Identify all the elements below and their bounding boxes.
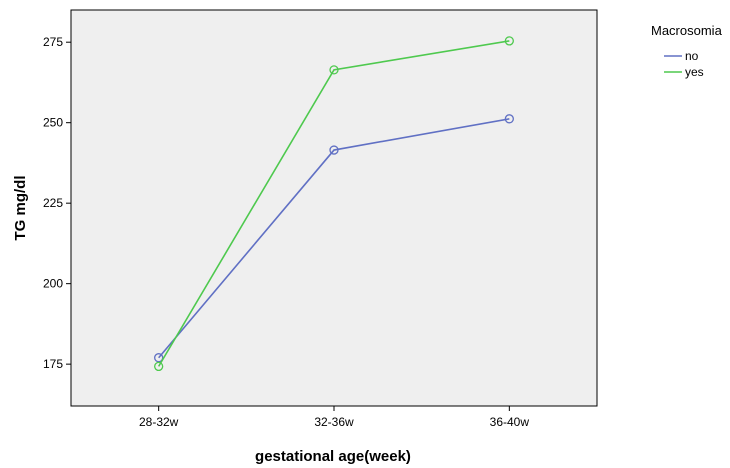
legend-title: Macrosomia <box>651 23 723 38</box>
x-tick-label: 36-40w <box>490 415 530 429</box>
plot-area <box>70 9 598 407</box>
y-tick-label: 250 <box>43 116 63 130</box>
x-tick-label: 28-32w <box>139 415 179 429</box>
y-tick-label: 200 <box>43 277 63 291</box>
legend: Macrosomia no yes <box>651 23 723 79</box>
series-line-no <box>158 118 510 359</box>
x-axis: 28-32w 32-36w 36-40w <box>139 406 529 429</box>
legend-label-yes: yes <box>685 65 704 79</box>
series-layer <box>154 36 514 372</box>
data-point-yes <box>329 65 339 75</box>
x-axis-title: gestational age(week) <box>255 448 411 465</box>
y-tick-label: 225 <box>43 196 63 210</box>
data-point-no <box>154 353 164 363</box>
y-tick-label: 275 <box>43 35 63 49</box>
data-point-no <box>329 145 339 155</box>
data-point-yes <box>154 361 164 372</box>
y-axis-title: TG mg/dl <box>12 176 29 241</box>
legend-label-no: no <box>685 49 699 63</box>
y-axis: 175 200 225 250 275 <box>43 35 71 371</box>
series-line-yes <box>157 40 510 367</box>
data-point-no <box>504 114 514 124</box>
data-point-yes <box>504 36 514 46</box>
y-tick-label: 175 <box>43 357 63 371</box>
x-tick-label: 32-36w <box>314 415 354 429</box>
